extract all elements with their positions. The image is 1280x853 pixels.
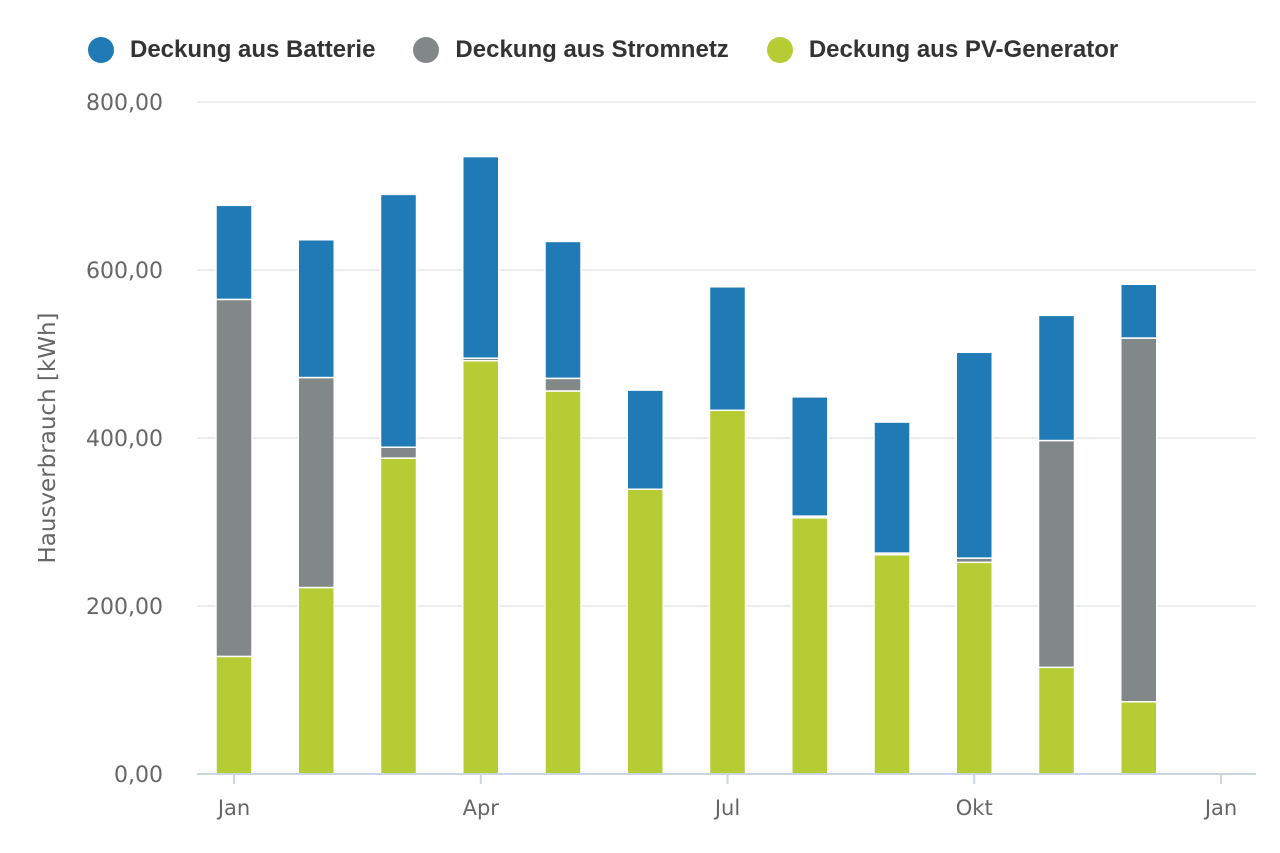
- x-tick-label: Apr: [463, 796, 500, 820]
- bar-segment[interactable]: [1037, 439, 1076, 669]
- bar-segment[interactable]: [1120, 283, 1158, 339]
- bar-segment[interactable]: [544, 377, 582, 392]
- bar-segment[interactable]: [379, 457, 418, 775]
- legend-marker-batterie: [88, 37, 114, 63]
- bar-segment[interactable]: [791, 517, 829, 775]
- y-tick-label: 400,00: [86, 427, 163, 452]
- y-tick-label: 800,00: [86, 91, 163, 116]
- bar-segment[interactable]: [626, 389, 664, 490]
- bar-segment[interactable]: [1037, 314, 1076, 442]
- bar-segment[interactable]: [1037, 666, 1076, 775]
- legend-marker-pv-generator: [766, 37, 793, 63]
- legend-item-batterie[interactable]: Deckung aus Batterie: [88, 36, 375, 64]
- bar-segment[interactable]: [215, 204, 253, 301]
- x-tick-label: Jan: [216, 796, 250, 820]
- bar-segment[interactable]: [379, 446, 418, 459]
- legend-item-stromnetz[interactable]: Deckung aus Stromnetz: [413, 36, 729, 64]
- y-tick-label: 600,00: [86, 259, 163, 284]
- bar-segment[interactable]: [215, 298, 253, 658]
- bar-segment[interactable]: [1120, 701, 1158, 775]
- legend-label-pv-generator: Deckung aus PV-Generator: [808, 36, 1119, 63]
- bar-segment[interactable]: [297, 239, 335, 379]
- x-tick-label: Jan: [1203, 796, 1237, 820]
- bar-segment[interactable]: [955, 351, 993, 559]
- bar-segment[interactable]: [379, 193, 418, 448]
- bar-series: [215, 155, 1158, 775]
- y-tick-label: 0,00: [114, 763, 163, 788]
- bar-segment[interactable]: [955, 561, 993, 775]
- y-tick-label: 200,00: [86, 595, 163, 620]
- bar-segment[interactable]: [708, 286, 747, 412]
- bar-segment[interactable]: [544, 240, 582, 380]
- x-axis-ticks: Jan Apr Jul Okt Jan: [216, 774, 1237, 820]
- bar-segment[interactable]: [708, 409, 747, 775]
- bar-segment[interactable]: [462, 155, 500, 359]
- legend-label-batterie: Deckung aus Batterie: [130, 36, 376, 63]
- chart-legend: Deckung aus Batterie Deckung aus Stromne…: [88, 30, 1156, 70]
- bar-segment[interactable]: [297, 586, 335, 775]
- bar-segment[interactable]: [215, 655, 253, 775]
- bar-segment[interactable]: [626, 488, 664, 775]
- legend-label-stromnetz: Deckung aus Stromnetz: [455, 36, 729, 63]
- y-axis-ticks: 0,00 200,00 400,00 600,00 800,00: [86, 91, 163, 788]
- bar-segment[interactable]: [873, 421, 911, 554]
- bar-segment[interactable]: [462, 359, 500, 775]
- bar-segment[interactable]: [791, 396, 829, 517]
- bar-segment[interactable]: [1120, 337, 1158, 703]
- bar-segment[interactable]: [297, 376, 335, 589]
- legend-marker-stromnetz: [413, 37, 440, 63]
- legend-item-pv-generator[interactable]: Deckung aus PV-Generator: [766, 36, 1119, 64]
- x-tick-label: Okt: [956, 796, 993, 820]
- bar-segment[interactable]: [544, 390, 582, 775]
- x-tick-label: Jul: [713, 796, 740, 820]
- y-axis-title: Hausverbrauch [kWh]: [35, 312, 61, 563]
- bar-segment[interactable]: [873, 554, 911, 775]
